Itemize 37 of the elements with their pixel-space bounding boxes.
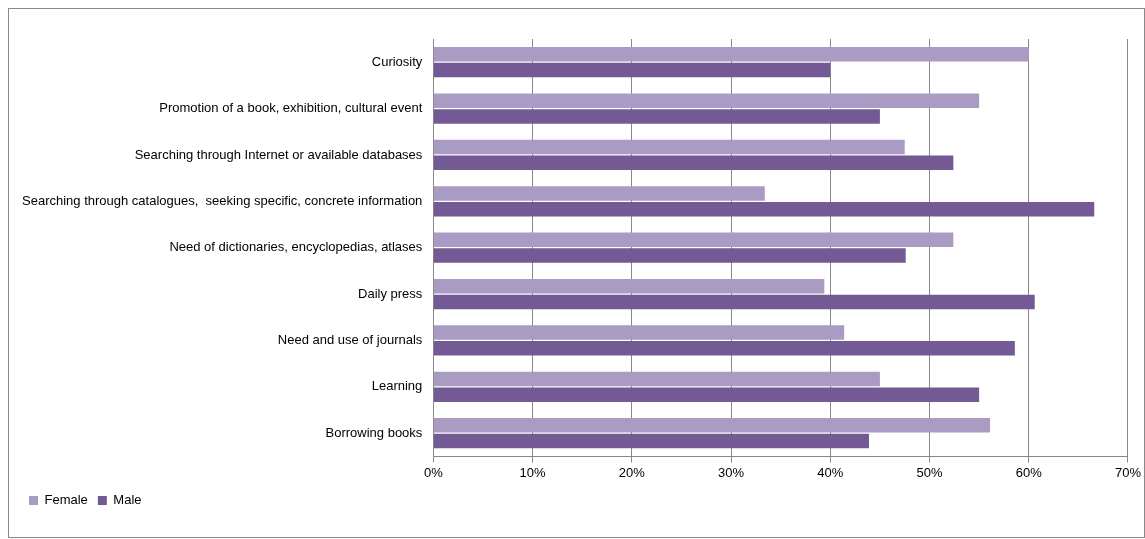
x-tick-label: 60%	[1015, 464, 1043, 480]
y-tick-label: Daily press	[358, 285, 423, 301]
y-tick-label: Borrowing books	[325, 424, 423, 440]
y-tick-label: Curiosity	[371, 53, 423, 69]
bar	[433, 294, 1035, 310]
x-tick-label: 30%	[718, 464, 745, 480]
y-tick-label: Need of dictionaries, encyclopedias, atlases	[169, 239, 423, 255]
bar	[433, 418, 991, 433]
bar	[433, 325, 845, 340]
y-tick-label: Learning	[371, 378, 423, 394]
bar	[433, 109, 880, 124]
x-tick-label: 0%	[423, 464, 444, 480]
y-tick-label: Searching through catalogues, seeking specific, concrete information	[22, 192, 423, 208]
x-tick-label: 50%	[916, 464, 943, 480]
bar	[433, 139, 905, 155]
x-tick-label: 20%	[618, 464, 646, 480]
x-tick-label: 10%	[519, 464, 547, 480]
legend-label: Female	[44, 492, 88, 508]
y-tick-label: Need and use of journals	[277, 332, 423, 348]
legend-label: Male	[113, 492, 142, 508]
y-tick-label: Searching through Internet or available databases	[134, 146, 423, 162]
bar	[433, 371, 880, 387]
bar	[433, 201, 1095, 217]
bar	[433, 232, 954, 248]
bar	[433, 341, 1015, 356]
bar	[433, 248, 906, 263]
bar	[433, 155, 954, 171]
bar	[433, 387, 980, 402]
bar	[433, 433, 869, 449]
bar	[433, 186, 765, 201]
x-tick-label: 40%	[817, 464, 844, 480]
bar	[433, 47, 1029, 62]
y-tick-label: Promotion of a book, exhibition, cultural event	[159, 100, 423, 116]
x-tick-label: 70%	[1114, 464, 1142, 480]
bar	[433, 93, 980, 108]
bar	[433, 278, 825, 294]
bar	[433, 62, 831, 78]
